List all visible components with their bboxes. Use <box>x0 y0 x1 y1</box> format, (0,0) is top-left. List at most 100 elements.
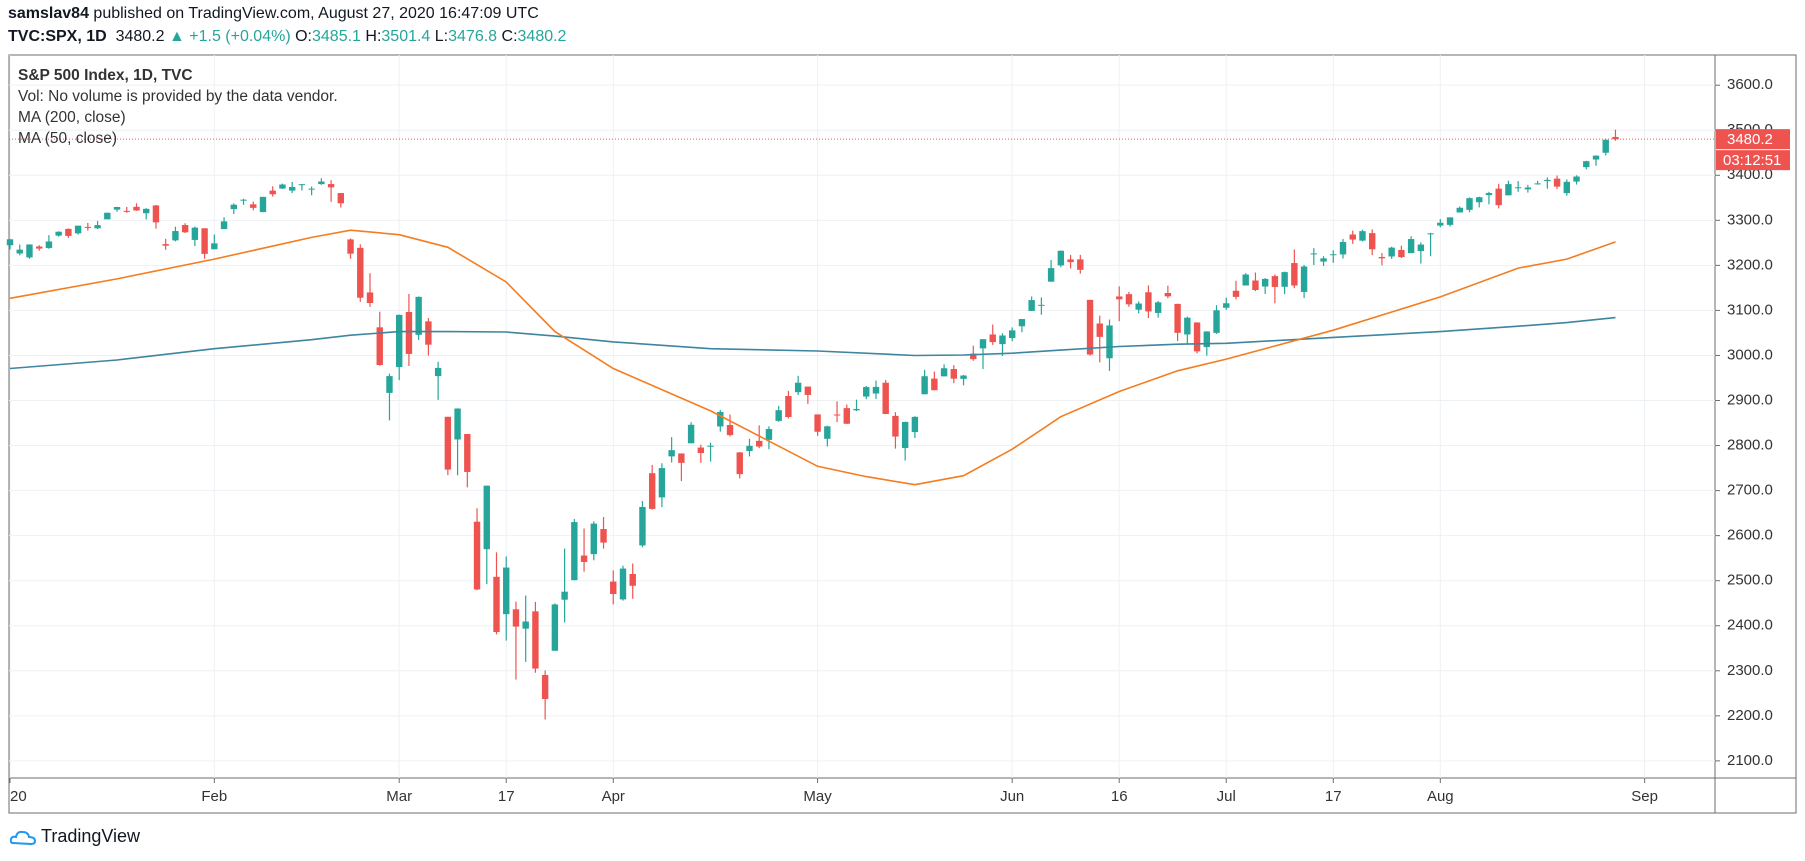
candle-body <box>1310 253 1318 255</box>
candle-body <box>775 410 782 421</box>
candle-body <box>639 506 646 546</box>
brand: TradingView <box>41 826 141 846</box>
last-price-box <box>1716 129 1790 150</box>
candle-body <box>648 473 656 509</box>
x-tick-label: 17 <box>498 788 515 805</box>
candle-body <box>279 184 286 189</box>
candle-body <box>668 450 675 457</box>
candle-body <box>376 327 383 366</box>
candle-body <box>1359 231 1366 241</box>
candle-body <box>1145 292 1152 312</box>
candle-body <box>1349 234 1356 240</box>
candle-body <box>726 425 734 436</box>
candle-body <box>1612 136 1619 140</box>
candle-body <box>434 367 442 377</box>
candle-body <box>863 387 870 397</box>
candle-body <box>318 181 325 185</box>
y-tick-label: 3100.0 <box>1727 301 1773 318</box>
y-tick-label: 2300.0 <box>1727 662 1773 679</box>
candle-body <box>113 206 121 210</box>
candle-body <box>833 414 841 416</box>
candle-body <box>1388 247 1395 257</box>
candle-body <box>250 204 257 208</box>
candle-body <box>921 376 928 395</box>
ma-line <box>9 229 1616 486</box>
candle-body <box>1330 254 1337 256</box>
ohlc-value: 3480.2 <box>517 28 567 45</box>
candle-body <box>901 421 909 449</box>
candle-body <box>1261 278 1269 287</box>
candle-body <box>697 447 705 454</box>
grid <box>9 55 1720 783</box>
logo-icon <box>10 830 36 845</box>
candle-body <box>1291 263 1298 286</box>
y-tick-label: 2600.0 <box>1727 527 1773 544</box>
ohlc-value: 3476.8 <box>448 28 498 45</box>
candle-body <box>35 246 43 249</box>
candle-body <box>454 408 461 440</box>
candle-body <box>1505 184 1512 196</box>
candle-body <box>814 414 821 432</box>
candle-body <box>1534 183 1541 185</box>
candle-body <box>269 190 276 195</box>
candle-body <box>415 296 422 335</box>
x-tick-label: Jul <box>1217 788 1236 805</box>
ohlc-value: 3485.1 <box>312 28 361 45</box>
candle-body <box>162 244 169 246</box>
candle-body <box>1369 233 1376 250</box>
ma-line <box>9 316 1616 370</box>
candle-body <box>1106 325 1113 359</box>
ohlc-label: O: <box>295 28 312 45</box>
legend-entry: MA (200, close) <box>18 109 126 126</box>
chart-title: S&P 500 Index, 1D, TVC <box>18 67 193 84</box>
candle-body <box>1514 187 1522 189</box>
candle-body <box>1008 330 1016 338</box>
candle-body <box>960 375 967 379</box>
countdown-label: 03:12:51 <box>1723 152 1781 169</box>
candle-body <box>201 228 208 254</box>
candle-body <box>74 225 82 234</box>
y-tick-label: 2100.0 <box>1727 752 1773 769</box>
change: ▲ +1.5 (+0.04%) <box>168 28 291 45</box>
candle-body <box>1602 139 1609 153</box>
x-tick-label: 16 <box>1111 788 1128 805</box>
candle-body <box>1018 319 1026 327</box>
candle-body <box>1164 292 1172 297</box>
candle-body <box>794 382 802 393</box>
candle-body <box>444 416 452 470</box>
candle-body <box>259 196 267 213</box>
candle-body <box>1281 272 1288 287</box>
candle-body <box>84 226 92 228</box>
candle-body <box>970 353 977 360</box>
candle-body <box>123 210 130 212</box>
candle-body <box>1252 280 1259 291</box>
y-tick-label: 2900.0 <box>1727 391 1773 408</box>
candle-body <box>152 205 160 223</box>
candle-body <box>658 468 666 498</box>
symbol-line: TVC:SPX, 1D 3480.2 ▲ +1.5 (+0.04%) O:348… <box>8 28 566 46</box>
ohlc-label: H: <box>365 28 382 45</box>
candle-body <box>512 609 520 627</box>
candle-body <box>1028 300 1035 311</box>
x-tick-label: Jun <box>1000 788 1024 805</box>
candle-body <box>1583 161 1590 168</box>
x-tick-label: Apr <box>602 788 625 805</box>
x-tick-label: Feb <box>201 788 227 805</box>
candle-body <box>327 184 335 188</box>
candle-body <box>493 576 500 633</box>
candle-body <box>94 225 101 229</box>
candle-body <box>1116 296 1123 300</box>
x-tick-label: 20 <box>10 788 27 805</box>
candle-body <box>65 228 72 236</box>
candle-body <box>843 408 850 424</box>
candle-body <box>1242 274 1249 286</box>
candle-body <box>1466 198 1473 210</box>
ohlc-label: C: <box>501 28 518 45</box>
marks <box>6 129 1715 720</box>
candle-body <box>804 386 812 395</box>
candle-body <box>240 199 247 201</box>
candle-body <box>882 382 889 414</box>
y-tick-label: 2200.0 <box>1727 707 1773 724</box>
